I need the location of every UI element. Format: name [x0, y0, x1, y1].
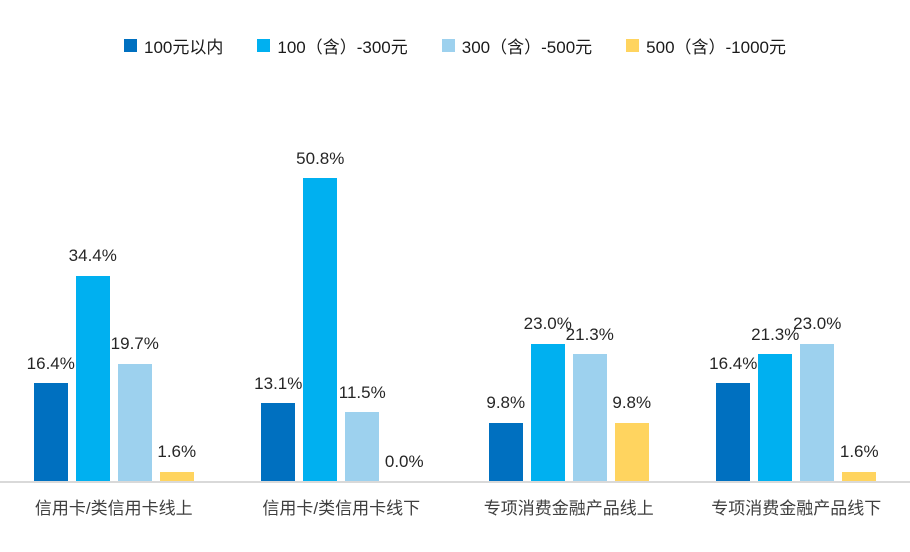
legend-label: 100（含）-300元: [277, 37, 408, 57]
value-label: 13.1%: [254, 373, 303, 393]
bar: [345, 412, 380, 481]
bar-group: 16.4% 21.3% 23.0% 1.6%: [683, 141, 910, 481]
legend-label: 100元以内: [144, 37, 224, 57]
value-label: 21.3%: [565, 324, 614, 344]
bar-slot: 23.0%: [524, 141, 572, 481]
bar-slot: 11.5%: [339, 141, 386, 481]
bar: [530, 343, 565, 481]
bar: [614, 422, 649, 481]
bar-group: 13.1% 50.8% 11.5% 0.0%: [228, 141, 456, 481]
bar-slot: 19.7%: [111, 141, 159, 481]
bar-slot: 1.6%: [839, 141, 879, 481]
legend-swatch-icon: [257, 38, 271, 52]
value-label: 16.4%: [709, 353, 758, 373]
value-label: 23.0%: [793, 314, 842, 334]
category-row: 信用卡/类信用卡线上 信用卡/类信用卡线下 专项消费金融产品线上 专项消费金融产品线下: [0, 481, 910, 519]
legend-item: 500（含）-1000元: [626, 33, 786, 58]
bar-slot: 23.0%: [793, 141, 841, 481]
legend-item: 300（含）-500元: [441, 33, 593, 58]
value-label: 0.0%: [384, 451, 424, 471]
bar-group: 9.8% 23.0% 21.3% 9.8%: [455, 141, 683, 481]
bar-slot: 1.6%: [157, 141, 197, 481]
bar: [33, 383, 68, 481]
value-label: 34.4%: [68, 246, 117, 266]
bar-slot: 9.8%: [486, 141, 526, 481]
bar: [716, 383, 751, 481]
bar: [488, 422, 523, 481]
category-label: 专项消费金融产品线下: [711, 499, 882, 518]
bar: [303, 178, 338, 481]
value-label: 21.3%: [751, 324, 800, 344]
value-label: 23.0%: [523, 314, 572, 334]
bar: [758, 353, 793, 481]
bar: [842, 471, 877, 481]
value-label: 1.6%: [157, 442, 197, 462]
bar-slot: 21.3%: [566, 141, 614, 481]
legend-item: 100（含）-300元: [257, 33, 408, 58]
bar: [261, 402, 296, 481]
legend-swatch-icon: [124, 38, 137, 52]
bar-slot: 0.0%: [384, 141, 424, 481]
value-label: 9.8%: [612, 393, 652, 413]
value-label: 19.7%: [110, 334, 159, 354]
legend-swatch-icon: [441, 38, 455, 52]
value-label: 1.6%: [839, 442, 879, 462]
bar-slot: 13.1%: [254, 141, 302, 481]
legend-label: 500（含）-1000元: [646, 37, 786, 57]
bar-slot: 21.3%: [751, 141, 799, 481]
bar-slot: 34.4%: [69, 141, 117, 481]
bar-slot: 16.4%: [709, 141, 757, 481]
bar-slot: 16.4%: [27, 141, 75, 481]
bar: [572, 353, 607, 481]
bar: [800, 343, 835, 481]
legend-label: 300（含）-500元: [461, 37, 593, 57]
bar-slot: 50.8%: [296, 141, 344, 481]
bar: [75, 275, 110, 481]
bar-slot: 9.8%: [612, 141, 652, 481]
plot-area: 16.4% 34.4% 19.7% 1.6% 13.1% 50.8% 11.5% 0.0% 9.…: [0, 141, 910, 483]
bar: [117, 363, 152, 481]
category-label: 信用卡/类信用卡线上: [34, 499, 193, 518]
legend-swatch-icon: [626, 38, 640, 52]
legend: 100元以内 100（含）-300元 300（含）-500元 500（含）-1000元: [0, 0, 910, 57]
x-axis-line: [0, 481, 910, 483]
legend-item: 100元以内: [124, 33, 223, 58]
bar-group: 16.4% 34.4% 19.7% 1.6%: [0, 141, 228, 481]
category-label: 专项消费金融产品线上: [483, 499, 654, 518]
value-label: 11.5%: [338, 383, 386, 403]
value-label: 9.8%: [486, 393, 526, 413]
bar: [159, 471, 194, 481]
value-label: 50.8%: [296, 148, 345, 168]
category-label: 信用卡/类信用卡线下: [262, 499, 421, 518]
value-label: 16.4%: [26, 353, 75, 373]
